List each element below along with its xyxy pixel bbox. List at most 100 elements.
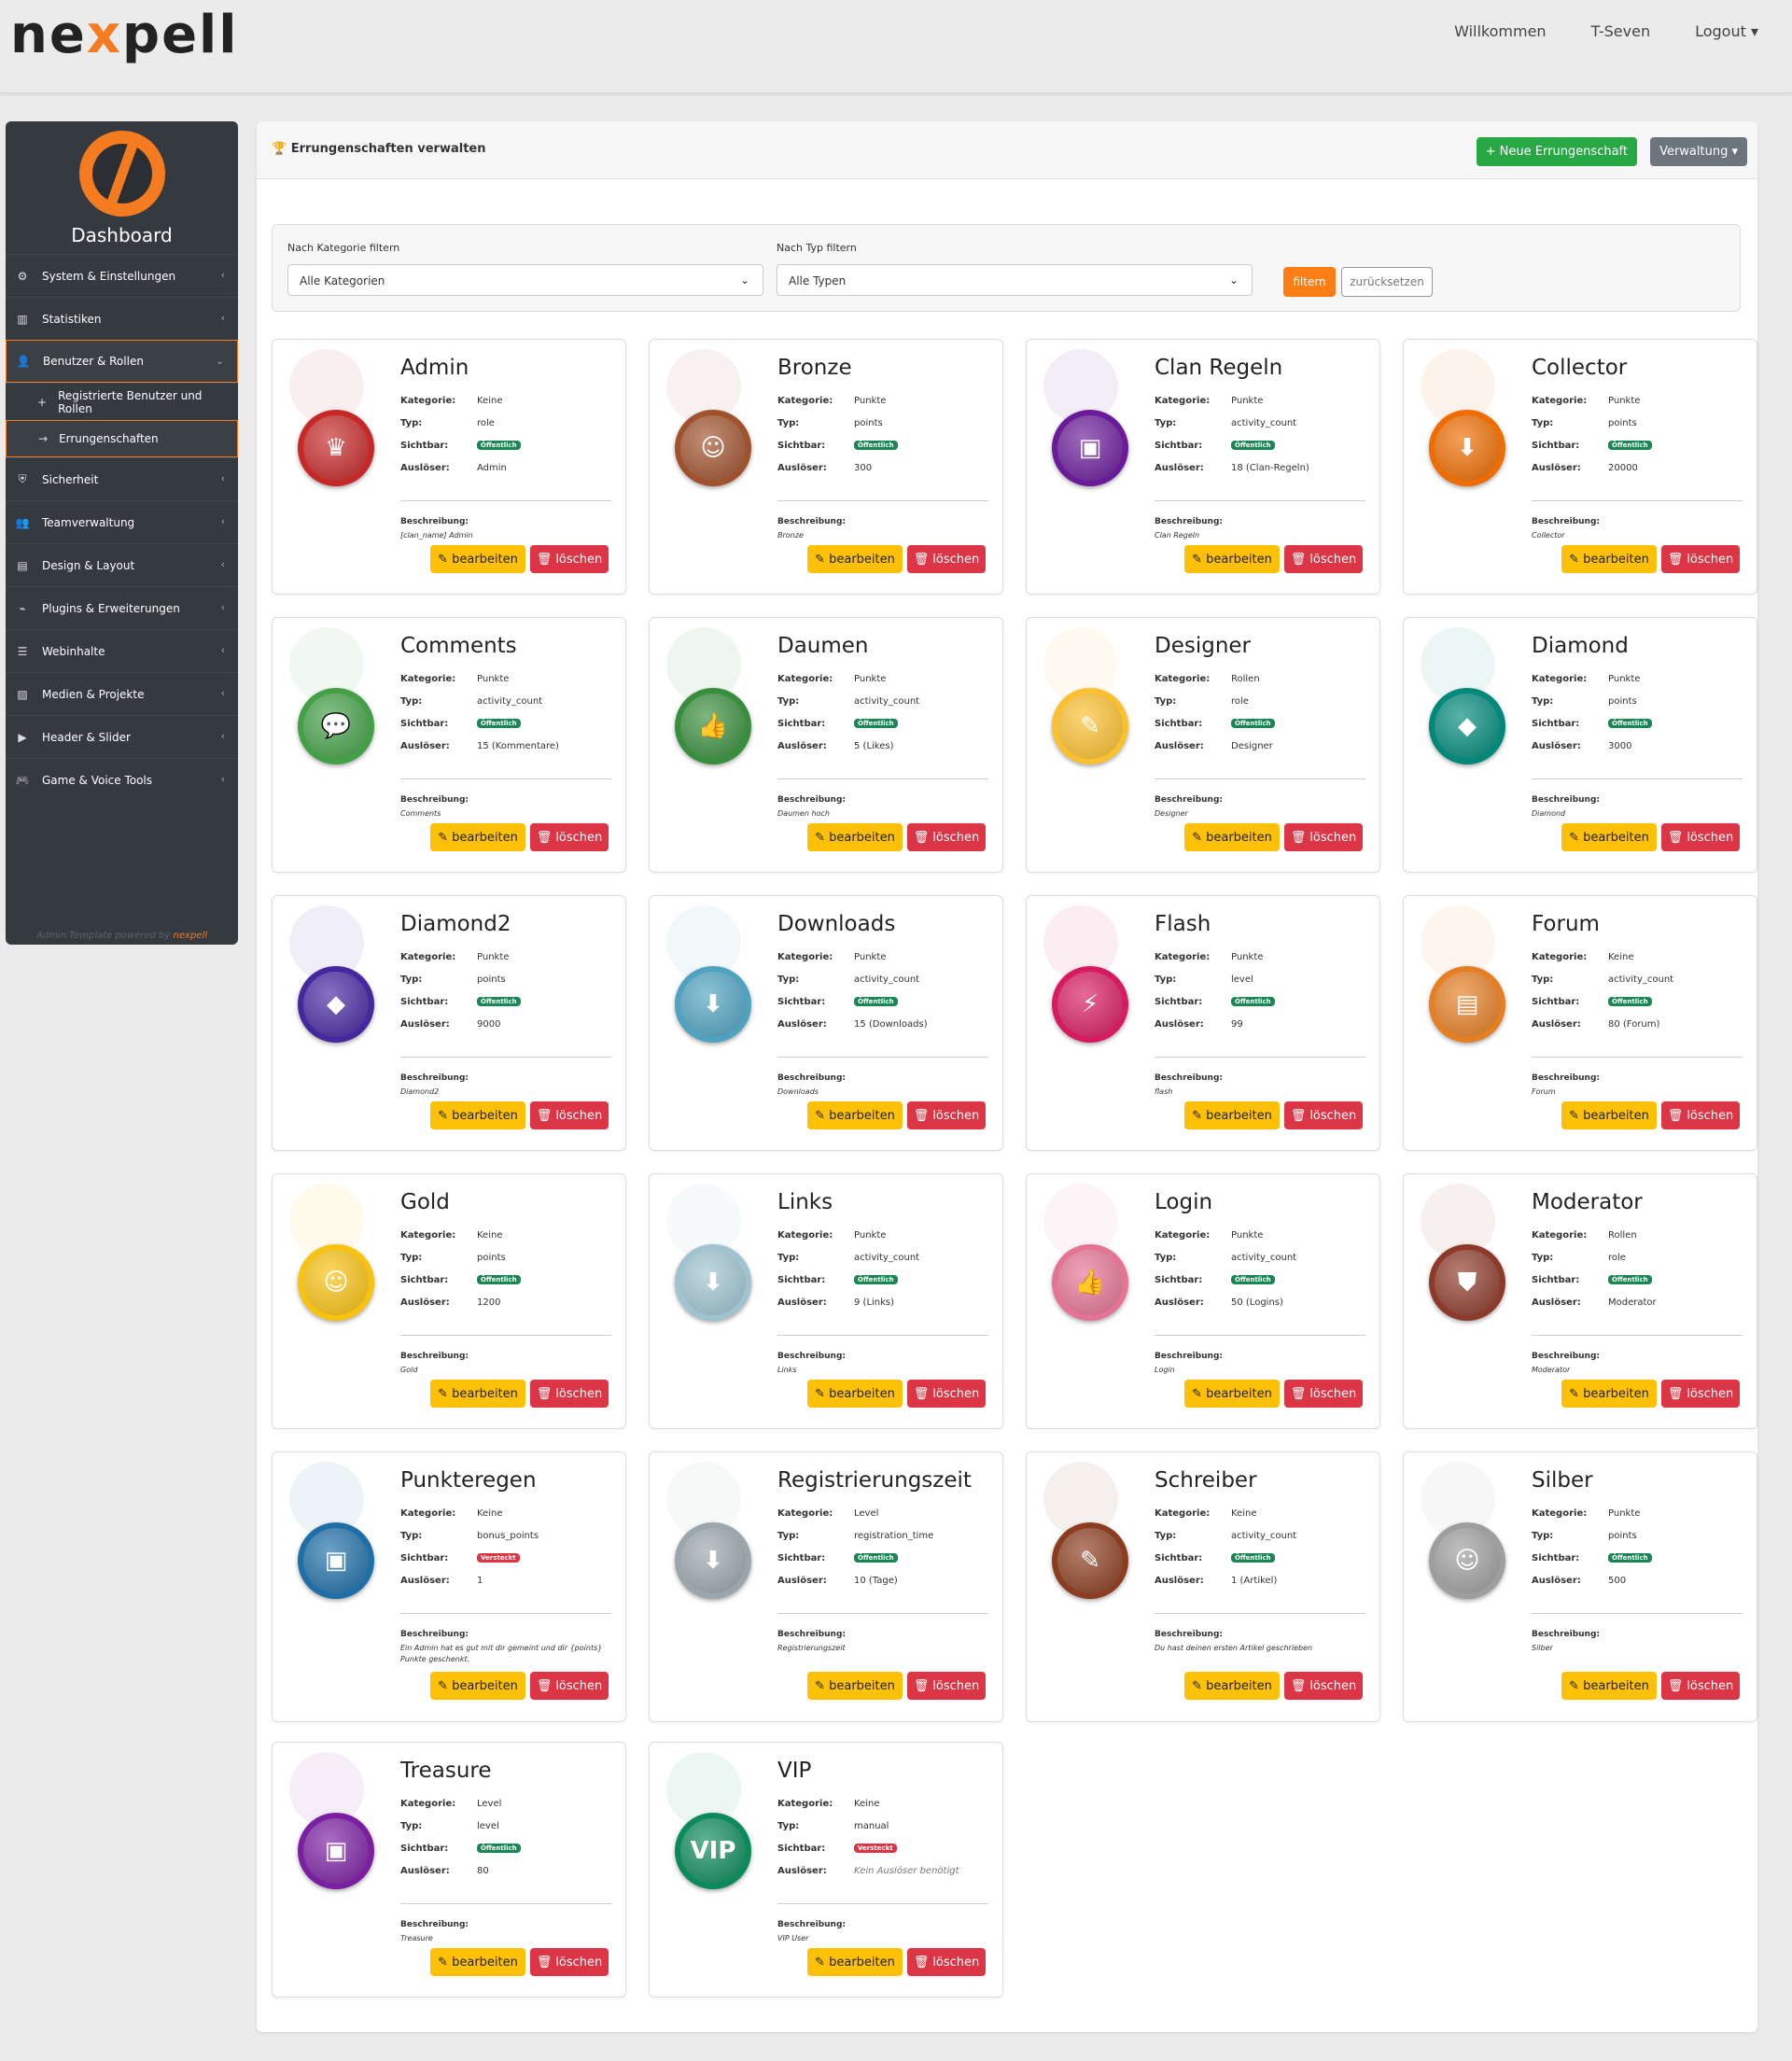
edit-button[interactable]: ✎ bearbeiten	[430, 1380, 525, 1408]
delete-button[interactable]: 🗑 löschen	[1661, 1672, 1740, 1700]
nav-user[interactable]: T-Seven	[1590, 22, 1651, 40]
delete-button[interactable]: 🗑 löschen	[530, 1101, 609, 1129]
edit-button[interactable]: ✎ bearbeiten	[807, 1948, 903, 1976]
edit-button[interactable]: ✎ bearbeiten	[807, 1672, 903, 1700]
description-text: Du hast deinen ersten Artikel geschriebe…	[1155, 1644, 1313, 1652]
category-filter-select[interactable]: Alle Kategorien ⌄	[287, 264, 763, 296]
sidebar-item-benutzer-rollen[interactable]: 👤 Benutzer & Rollen ⌄	[6, 340, 238, 383]
edit-button[interactable]: ✎ bearbeiten	[1184, 823, 1280, 851]
panel-header: 🏆 Errungenschaften verwalten + Neue Erru…	[257, 121, 1757, 179]
delete-button[interactable]: 🗑 löschen	[530, 1948, 609, 1976]
nav-welcome[interactable]: Willkommen	[1454, 22, 1547, 40]
sidebar-item-sicherheit[interactable]: ⛨ Sicherheit ‹	[6, 457, 238, 500]
delete-button[interactable]: 🗑 löschen	[1661, 545, 1740, 573]
admin-menu-button[interactable]: Verwaltung ▾	[1650, 137, 1747, 166]
trigger-row: Auslöser: 15 (Downloads)	[777, 1019, 928, 1030]
achievement-card: ✎ Designer Kategorie: Rollen Typ: role Sichtba…	[1026, 617, 1380, 873]
edit-button[interactable]: ✎ bearbeiten	[1184, 1380, 1280, 1408]
delete-button[interactable]: 🗑 löschen	[530, 1672, 609, 1700]
edit-button[interactable]: ✎ bearbeiten	[430, 1672, 525, 1700]
sidebar-item-statistiken[interactable]: ▥ Statistiken ‹	[6, 297, 238, 340]
edit-button[interactable]: ✎ bearbeiten	[1561, 1380, 1657, 1408]
edit-button[interactable]: ✎ bearbeiten	[430, 1101, 525, 1129]
delete-button[interactable]: 🗑 löschen	[530, 1380, 609, 1408]
delete-button[interactable]: 🗑 löschen	[907, 823, 986, 851]
sidebar-item-design-layout[interactable]: ▤ Design & Layout ‹	[6, 543, 238, 586]
edit-button[interactable]: ✎ bearbeiten	[1184, 1672, 1280, 1700]
reset-button[interactable]: zurücksetzen	[1341, 267, 1433, 297]
chevron-left-icon: ‹	[220, 730, 225, 742]
edit-button[interactable]: ✎ bearbeiten	[1184, 545, 1280, 573]
nav-logout[interactable]: Logout ▾	[1695, 22, 1758, 40]
achievement-badge-icon: ▣	[298, 1522, 374, 1599]
delete-button[interactable]: 🗑 löschen	[1284, 1101, 1363, 1129]
delete-button[interactable]: 🗑 löschen	[1284, 545, 1363, 573]
edit-button[interactable]: ✎ bearbeiten	[807, 823, 903, 851]
delete-button[interactable]: 🗑 löschen	[907, 1101, 986, 1129]
edit-button[interactable]: ✎ bearbeiten	[807, 545, 903, 573]
dashboard-logo-icon[interactable]	[78, 131, 165, 217]
category-row: Kategorie: Punkte	[1155, 952, 1264, 962]
sidebar-header: Dashboard	[6, 121, 238, 254]
page-title: 🏆 Errungenschaften verwalten	[272, 142, 486, 156]
edit-button[interactable]: ✎ bearbeiten	[1561, 1672, 1657, 1700]
badge-glyph: ▤	[1455, 990, 1479, 1018]
description-label: Beschreibung:	[1532, 1073, 1600, 1083]
delete-button[interactable]: 🗑 löschen	[1661, 1101, 1740, 1129]
delete-button[interactable]: 🗑 löschen	[530, 823, 609, 851]
filter-button[interactable]: filtern	[1283, 267, 1336, 297]
visibility-row: Sichtbar: Öffentlich	[400, 441, 521, 451]
type-row: Typ: manual	[777, 1821, 889, 1831]
delete-button[interactable]: 🗑 löschen	[1661, 823, 1740, 851]
delete-button[interactable]: 🗑 löschen	[1661, 1380, 1740, 1408]
sidebar-subitem-registrierte-benutzer-und-rollen[interactable]: + Registrierte Benutzer und Rollen	[6, 383, 238, 420]
trigger-row: Auslöser: Designer	[1155, 741, 1273, 751]
brand-logo[interactable]: nexpell	[10, 5, 239, 65]
sidebar-subitem-errungenschaften[interactable]: → Errungenschaften	[6, 420, 238, 457]
sidebar-item-header-slider[interactable]: ▶ Header & Slider ‹	[6, 715, 238, 758]
description-label: Beschreibung:	[400, 795, 469, 805]
edit-button[interactable]: ✎ bearbeiten	[1184, 1101, 1280, 1129]
main-panel: 🏆 Errungenschaften verwalten + Neue Erru…	[257, 121, 1757, 2032]
delete-button[interactable]: 🗑 löschen	[907, 1672, 986, 1700]
edit-button[interactable]: ✎ bearbeiten	[1561, 545, 1657, 573]
category-row: Kategorie: Keine	[400, 1230, 503, 1241]
type-filter-select[interactable]: Alle Typen ⌄	[777, 264, 1253, 296]
edit-button[interactable]: ✎ bearbeiten	[430, 545, 525, 573]
delete-button[interactable]: 🗑 löschen	[1284, 823, 1363, 851]
achievement-card: VIP VIP Kategorie: Keine Typ: manual Sichtbar:…	[649, 1742, 1003, 1998]
description-text: flash	[1155, 1087, 1173, 1096]
sidebar-item-plugins-erweiterungen[interactable]: ⌁ Plugins & Erweiterungen ‹	[6, 586, 238, 629]
edit-button[interactable]: ✎ bearbeiten	[1561, 823, 1657, 851]
sidebar-item-medien-projekte[interactable]: ▨ Medien & Projekte ‹	[6, 672, 238, 715]
trigger-row: Auslöser: 80	[400, 1866, 489, 1876]
visibility-row: Sichtbar: Öffentlich	[1155, 997, 1275, 1007]
delete-button[interactable]: 🗑 löschen	[1284, 1380, 1363, 1408]
divider	[777, 1057, 988, 1058]
sidebar-item-webinhalte[interactable]: ☰ Webinhalte ‹	[6, 629, 238, 672]
sidebar-item-game-voice-tools[interactable]: 🎮 Game & Voice Tools ‹	[6, 758, 238, 801]
delete-button[interactable]: 🗑 löschen	[907, 1948, 986, 1976]
edit-button[interactable]: ✎ bearbeiten	[807, 1380, 903, 1408]
sidebar-item-teamverwaltung[interactable]: 👥 Teamverwaltung ‹	[6, 500, 238, 543]
edit-button[interactable]: ✎ bearbeiten	[1561, 1101, 1657, 1129]
visibility-row: Sichtbar: Öffentlich	[1155, 441, 1275, 451]
description-label: Beschreibung:	[777, 1920, 846, 1929]
sidebar-item-system-einstellungen[interactable]: ⚙ System & Einstellungen ‹	[6, 254, 238, 297]
description-label: Beschreibung:	[1155, 1073, 1223, 1083]
edit-button[interactable]: ✎ bearbeiten	[430, 1948, 525, 1976]
delete-button[interactable]: 🗑 löschen	[1284, 1672, 1363, 1700]
category-row: Kategorie: Keine	[400, 396, 503, 406]
new-achievement-button[interactable]: + Neue Errungenschaft	[1476, 137, 1637, 166]
edit-button[interactable]: ✎ bearbeiten	[430, 823, 525, 851]
achievement-card: ⬇ Links Kategorie: Punkte Typ: activity_count…	[649, 1173, 1003, 1429]
edit-button[interactable]: ✎ bearbeiten	[807, 1101, 903, 1129]
delete-button[interactable]: 🗑 löschen	[907, 1380, 986, 1408]
divider	[1532, 500, 1743, 501]
type-row: Typ: activity_count	[777, 696, 920, 707]
achievement-card: ▣ Punkteregen Kategorie: Keine Typ: bonus_poi…	[272, 1451, 626, 1722]
delete-button[interactable]: 🗑 löschen	[907, 545, 986, 573]
badge-glyph: ⚡	[1081, 990, 1099, 1018]
achievement-name: Diamond	[1532, 634, 1629, 658]
delete-button[interactable]: 🗑 löschen	[530, 545, 609, 573]
